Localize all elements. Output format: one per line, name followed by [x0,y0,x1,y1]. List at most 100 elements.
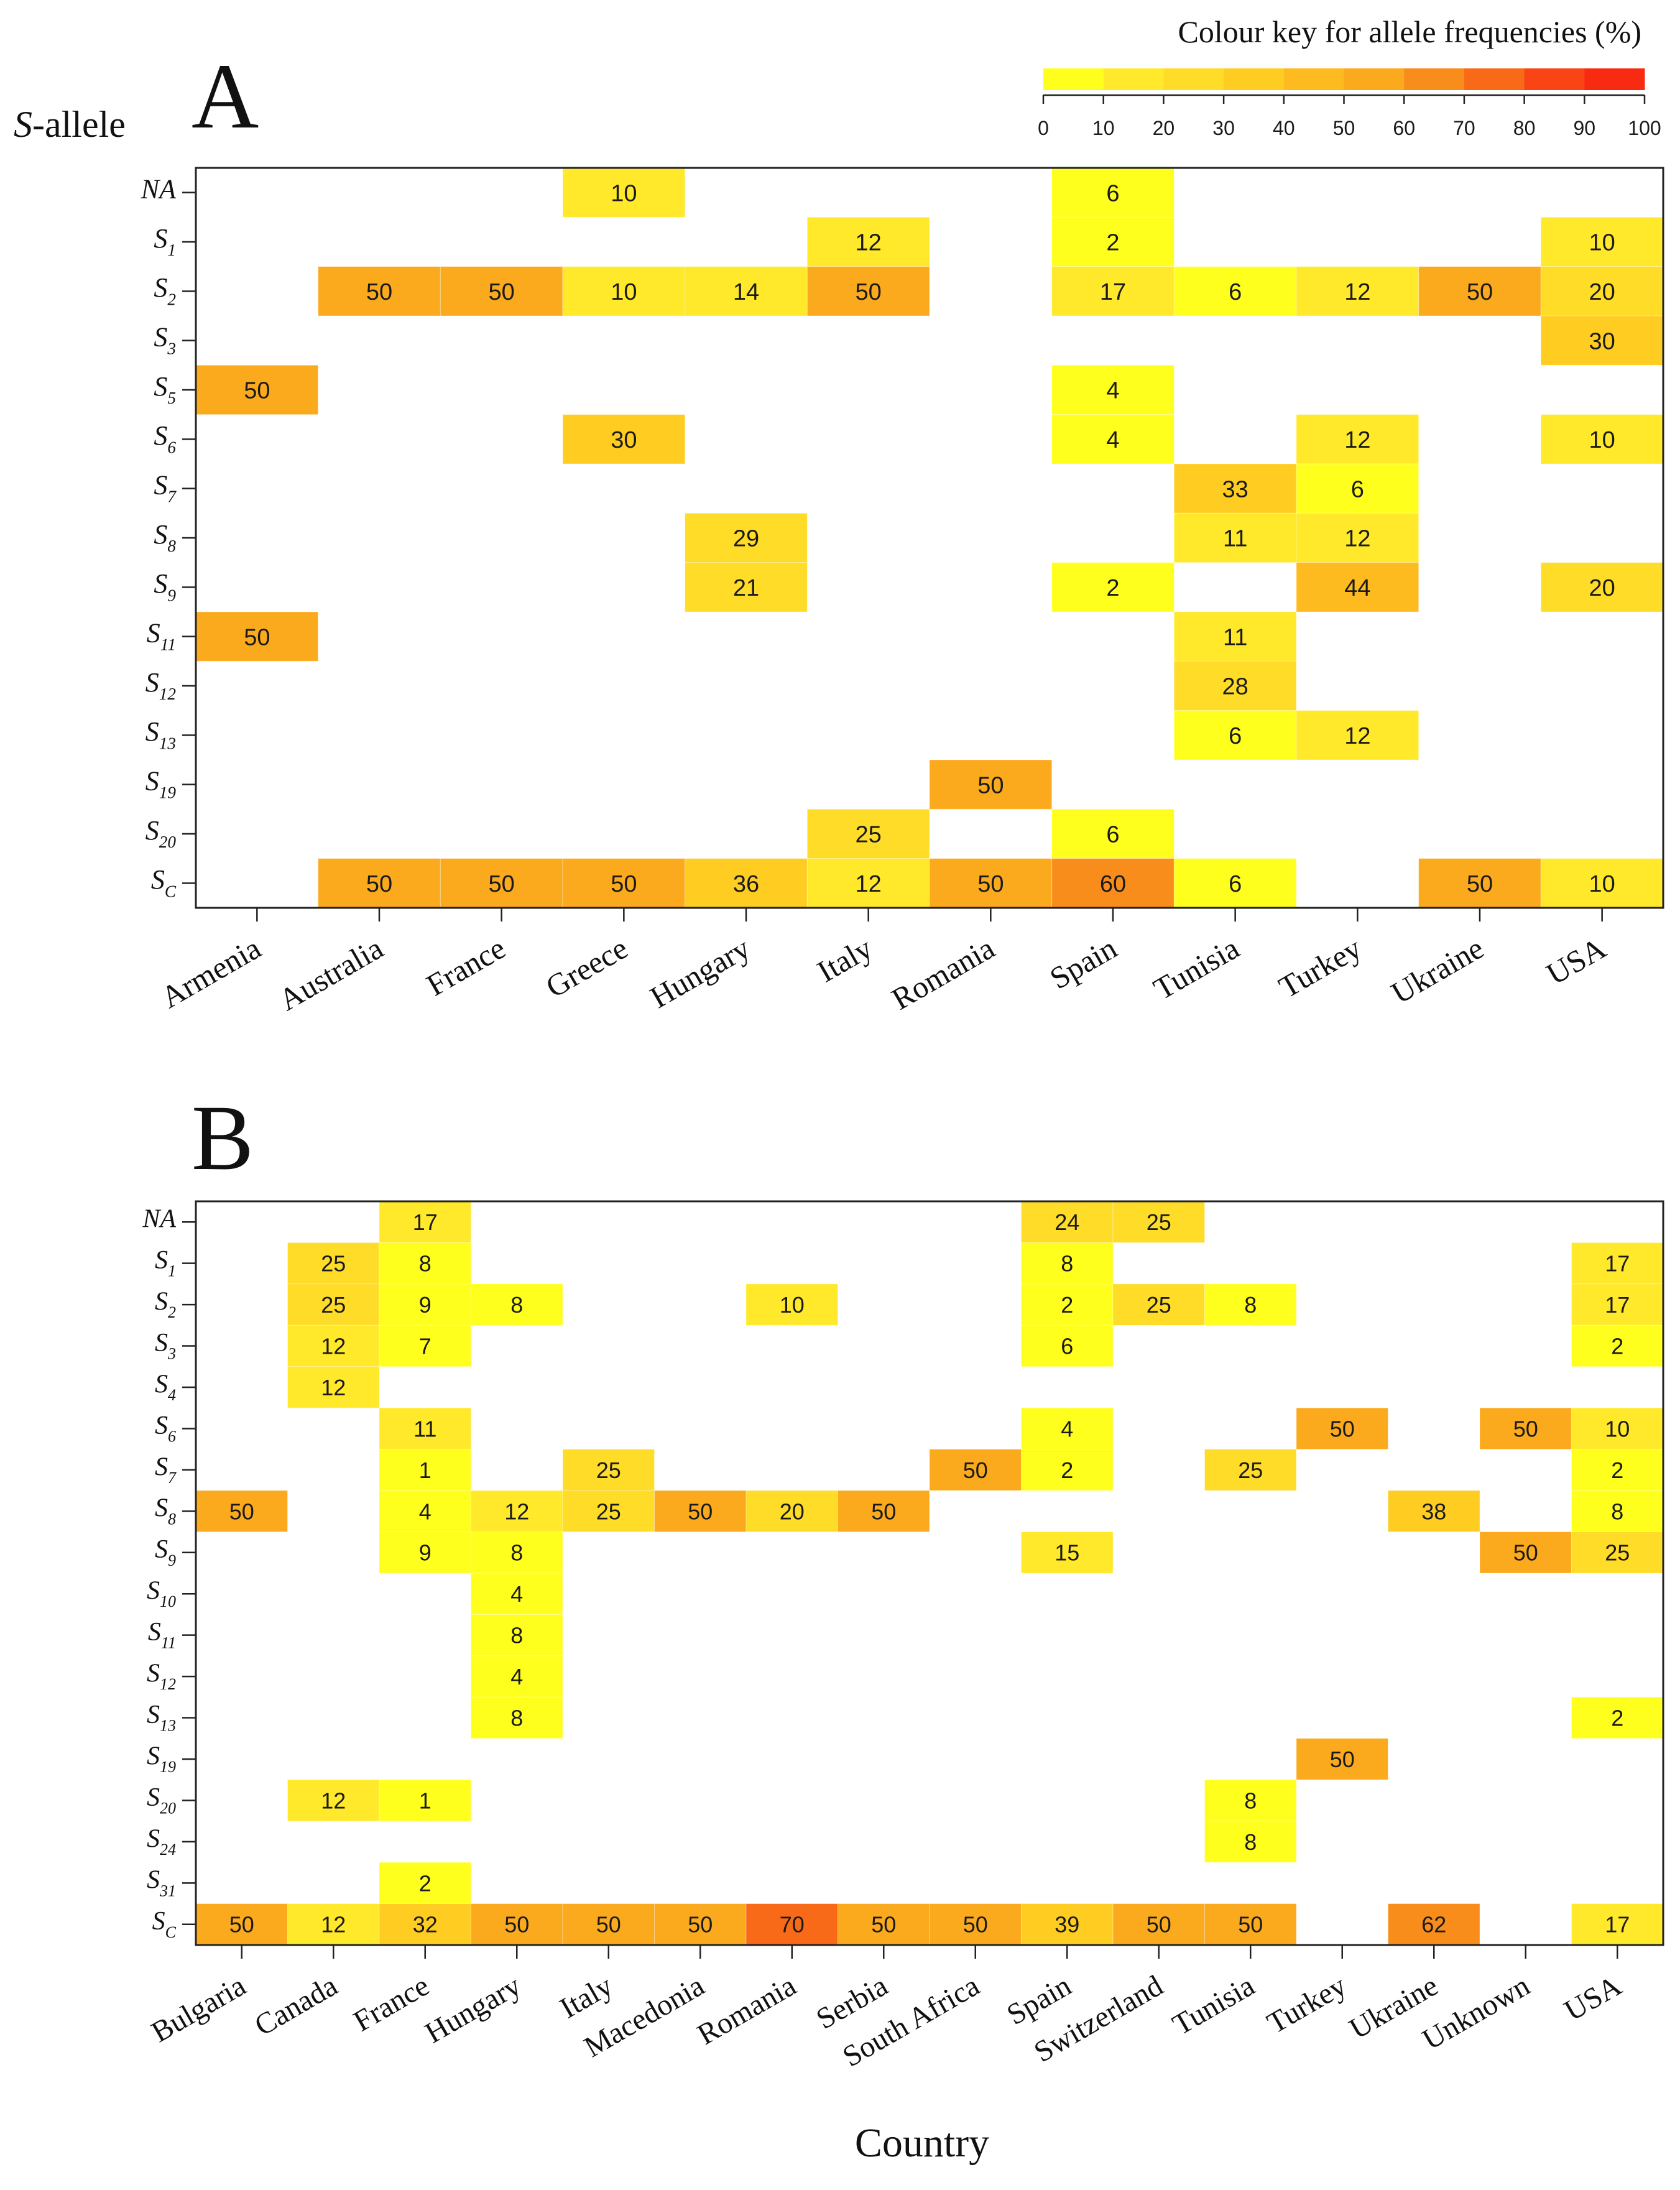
heatmap-cell [1479,1532,1572,1574]
cell-value-label: 50 [229,1499,254,1524]
heatmap-cell [562,266,686,316]
heatmap-cell [379,1779,471,1822]
heatmap-cell [287,1283,380,1326]
allele-subscript: 9 [167,586,176,604]
cell-value-label: 50 [1513,1540,1538,1566]
y-tick-label: S12 [145,667,177,703]
cell-value-label: 32 [413,1912,438,1938]
cell-value-label: 50 [611,871,637,897]
colour-key-swatch [1584,68,1645,90]
heatmap-cell [685,512,808,563]
cell-value-label: 24 [1055,1209,1079,1235]
cell-value-label: 25 [1605,1540,1630,1566]
heatmap-cell [1418,858,1541,908]
cell-value-label: 8 [1244,1788,1257,1813]
cell-value-label: 17 [413,1209,438,1235]
allele-base: S [154,272,167,303]
heatmap-cell [1173,710,1297,760]
heatmap-cell [1388,1490,1480,1533]
cell-value-label: 10 [1589,230,1615,256]
svg-text:S-allele: S-allele [14,104,126,145]
allele-base: S [155,1288,168,1316]
cell-value-label: 17 [1605,1251,1630,1277]
y-tick-label: S13 [145,716,176,752]
heatmap-cell [1051,562,1175,612]
allele-subscript: 9 [168,1551,176,1569]
heatmap-cell [806,216,930,267]
allele-base: S [155,1535,168,1564]
allele-base: S [154,420,167,451]
cell-value-label: 10 [1589,427,1615,453]
heatmap-cell [1051,216,1175,267]
allele-subscript: C [165,1923,177,1941]
heatmap-cell [195,611,319,662]
cell-value-label: 20 [1589,279,1615,305]
y-tick-label: S4 [155,1370,176,1404]
heatmap-cell [806,858,930,908]
cell-value-label: 36 [733,871,759,897]
heatmap-cell [379,1490,471,1533]
heatmap-cell [685,562,808,612]
cell-value-label: 6 [1106,180,1119,206]
cell-value-label: 50 [504,1912,529,1938]
allele-subscript: 2 [168,1303,176,1321]
heatmap-cell [1540,562,1664,612]
cell-value-label: 50 [244,624,270,650]
cell-value-label: 8 [510,1623,523,1648]
colour-key-title: Colour key for allele frequencies (%) [1178,14,1641,49]
heatmap-cell [379,1201,471,1243]
allele-base: S [155,1246,168,1275]
allele-base: S [145,716,159,747]
y-tick-label: SC [152,1907,177,1941]
colour-key-bar [1043,68,1645,90]
heatmap-cell [195,1903,288,1946]
allele-base: S [152,1907,165,1936]
colour-key-swatch [1043,68,1104,90]
cell-value-label: 12 [321,1912,346,1938]
cell-value-label: 50 [1467,279,1493,305]
cell-value-label: 50 [977,871,1004,897]
colour-key-tick-label: 50 [1333,117,1355,139]
colour-key-swatch [1464,68,1525,90]
cell-value-label: 30 [1589,328,1615,354]
cell-value-label: 50 [229,1912,254,1938]
plot-frame [195,1200,1664,1946]
y-tick-label: S8 [154,519,176,555]
allele-subscript: 12 [159,685,177,703]
allele-base: S [145,765,159,796]
cell-value-label: 1 [419,1458,432,1483]
cell-value-label: 9 [419,1540,432,1566]
cell-value-label: 8 [510,1292,523,1318]
cell-value-label: 12 [321,1788,346,1813]
colour-key-swatch [1404,68,1465,90]
cell-value-label: 6 [1229,723,1242,749]
cell-value-label: 50 [1238,1912,1263,1938]
heatmap-cell [1296,1738,1388,1780]
cell-value-label: 10 [611,180,637,206]
cell-value-label: 25 [321,1251,346,1277]
colour-key-tick-label: 10 [1092,117,1115,139]
allele-base: S [154,568,167,599]
y-tick-label: S2 [154,272,176,308]
cell-value-label: 11 [413,1416,436,1441]
allele-base: S [154,223,167,254]
cell-value-label: 10 [780,1292,805,1318]
cell-value-label: 50 [963,1458,988,1483]
allele-subscript: 11 [161,1634,176,1652]
colour-key-swatch [1524,68,1585,90]
cell-value-label: 38 [1421,1499,1446,1524]
y-axis-title-rest: -allele [32,104,126,145]
allele-subscript: 8 [167,537,176,555]
y-tick-label: S7 [155,1453,177,1487]
heatmap-cell [318,858,441,908]
allele-subscript: 24 [160,1841,176,1859]
heatmap-cell [379,1903,471,1946]
cell-value-label: 12 [1344,723,1370,749]
heatmap-cell [379,1242,471,1285]
heatmap-cell [1571,1696,1664,1739]
x-tick-label: Italy [555,1969,619,2025]
allele-base: S [155,1494,168,1523]
colour-key: Colour key for allele frequencies (%) 0 1… [1038,14,1661,139]
heatmap-cell [440,858,563,908]
cell-value-label: 2 [1611,1334,1623,1359]
